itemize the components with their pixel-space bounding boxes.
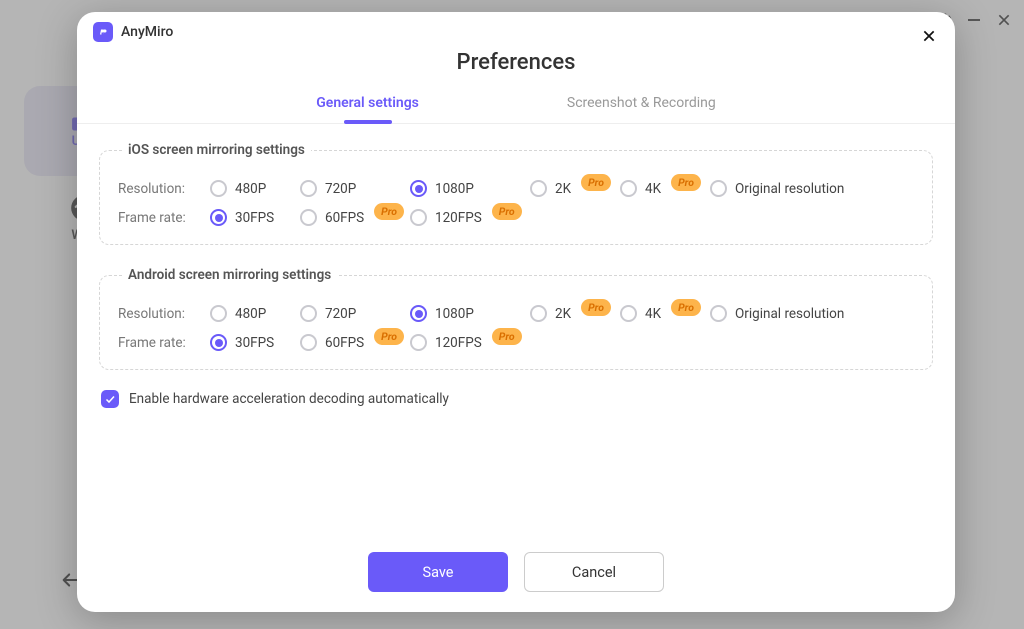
radio-ios-fps-60[interactable]: 60FPSPro bbox=[300, 209, 410, 226]
tab-general-settings[interactable]: General settings bbox=[312, 89, 423, 123]
radio-ios-res-1080p[interactable]: 1080P bbox=[410, 180, 530, 197]
radio-label: 2K bbox=[555, 306, 571, 322]
app-name: AnyMiro bbox=[121, 24, 173, 40]
modal-body: iOS screen mirroring settings Resolution… bbox=[77, 124, 955, 546]
radio-label: 60FPS bbox=[325, 335, 364, 351]
section-ios: iOS screen mirroring settings Resolution… bbox=[99, 142, 933, 245]
radio-android-fps-30[interactable]: 30FPS bbox=[210, 334, 300, 351]
radio-label: 2K bbox=[555, 181, 571, 197]
pro-badge: Pro bbox=[581, 174, 611, 191]
radio-android-fps-120[interactable]: 120FPSPro bbox=[410, 334, 530, 351]
radio-ios-res-original[interactable]: Original resolution bbox=[710, 180, 880, 197]
modal-header: AnyMiro bbox=[77, 12, 955, 42]
close-button[interactable] bbox=[915, 22, 943, 50]
save-button[interactable]: Save bbox=[368, 552, 508, 592]
hwaccel-label: Enable hardware acceleration decoding au… bbox=[129, 391, 449, 407]
hwaccel-row: Enable hardware acceleration decoding au… bbox=[99, 390, 933, 408]
pro-badge: Pro bbox=[374, 328, 404, 345]
radio-label: 480P bbox=[235, 306, 266, 322]
radio-label: 4K bbox=[645, 181, 661, 197]
pro-badge: Pro bbox=[374, 203, 404, 220]
radio-ios-res-720p[interactable]: 720P bbox=[300, 180, 410, 197]
modal-title: Preferences bbox=[77, 50, 955, 75]
section-ios-legend: iOS screen mirroring settings bbox=[122, 142, 311, 158]
pro-badge: Pro bbox=[671, 299, 701, 316]
android-resolution-row: Resolution: 480P 720P 1080P 2KPro 4KPro … bbox=[118, 305, 914, 322]
radio-label: 60FPS bbox=[325, 210, 364, 226]
ios-framerate-label: Frame rate: bbox=[118, 210, 210, 226]
radio-ios-res-4k[interactable]: 4KPro bbox=[620, 180, 710, 197]
ios-resolution-label: Resolution: bbox=[118, 181, 210, 197]
radio-label: 30FPS bbox=[235, 335, 274, 351]
checkbox-hwaccel[interactable] bbox=[101, 390, 119, 408]
radio-label: 120FPS bbox=[435, 210, 482, 226]
radio-label: 30FPS bbox=[235, 210, 274, 226]
radio-android-res-original[interactable]: Original resolution bbox=[710, 305, 880, 322]
pro-badge: Pro bbox=[492, 203, 522, 220]
radio-android-fps-60[interactable]: 60FPSPro bbox=[300, 334, 410, 351]
android-framerate-label: Frame rate: bbox=[118, 335, 210, 351]
radio-label: 1080P bbox=[435, 306, 474, 322]
radio-ios-fps-120[interactable]: 120FPSPro bbox=[410, 209, 530, 226]
section-android: Android screen mirroring settings Resolu… bbox=[99, 267, 933, 370]
preferences-modal: AnyMiro Preferences General settings Scr… bbox=[77, 12, 955, 612]
check-icon bbox=[104, 393, 116, 405]
radio-android-res-4k[interactable]: 4KPro bbox=[620, 305, 710, 322]
ios-framerate-row: Frame rate: 30FPS 60FPSPro 120FPSPro bbox=[118, 209, 914, 226]
radio-label: Original resolution bbox=[735, 181, 844, 197]
ios-resolution-row: Resolution: 480P 720P 1080P 2KPro 4KPro … bbox=[118, 180, 914, 197]
tabs: General settings Screenshot & Recording bbox=[77, 89, 955, 124]
android-resolution-label: Resolution: bbox=[118, 306, 210, 322]
radio-label: Original resolution bbox=[735, 306, 844, 322]
radio-label: 1080P bbox=[435, 181, 474, 197]
radio-label: 4K bbox=[645, 306, 661, 322]
radio-android-res-2k[interactable]: 2KPro bbox=[530, 305, 620, 322]
cancel-button[interactable]: Cancel bbox=[524, 552, 664, 592]
tab-screenshot-recording[interactable]: Screenshot & Recording bbox=[563, 89, 720, 123]
radio-android-res-720p[interactable]: 720P bbox=[300, 305, 410, 322]
android-framerate-row: Frame rate: 30FPS 60FPSPro 120FPSPro bbox=[118, 334, 914, 351]
app-logo-icon bbox=[93, 22, 113, 42]
radio-android-res-1080p[interactable]: 1080P bbox=[410, 305, 530, 322]
radio-android-res-480p[interactable]: 480P bbox=[210, 305, 300, 322]
radio-label: 720P bbox=[325, 306, 356, 322]
modal-footer: Save Cancel bbox=[77, 546, 955, 612]
radio-label: 720P bbox=[325, 181, 356, 197]
radio-ios-res-480p[interactable]: 480P bbox=[210, 180, 300, 197]
radio-ios-fps-30[interactable]: 30FPS bbox=[210, 209, 300, 226]
radio-label: 480P bbox=[235, 181, 266, 197]
radio-ios-res-2k[interactable]: 2KPro bbox=[530, 180, 620, 197]
pro-badge: Pro bbox=[671, 174, 701, 191]
radio-label: 120FPS bbox=[435, 335, 482, 351]
section-android-legend: Android screen mirroring settings bbox=[122, 267, 337, 283]
pro-badge: Pro bbox=[492, 328, 522, 345]
pro-badge: Pro bbox=[581, 299, 611, 316]
